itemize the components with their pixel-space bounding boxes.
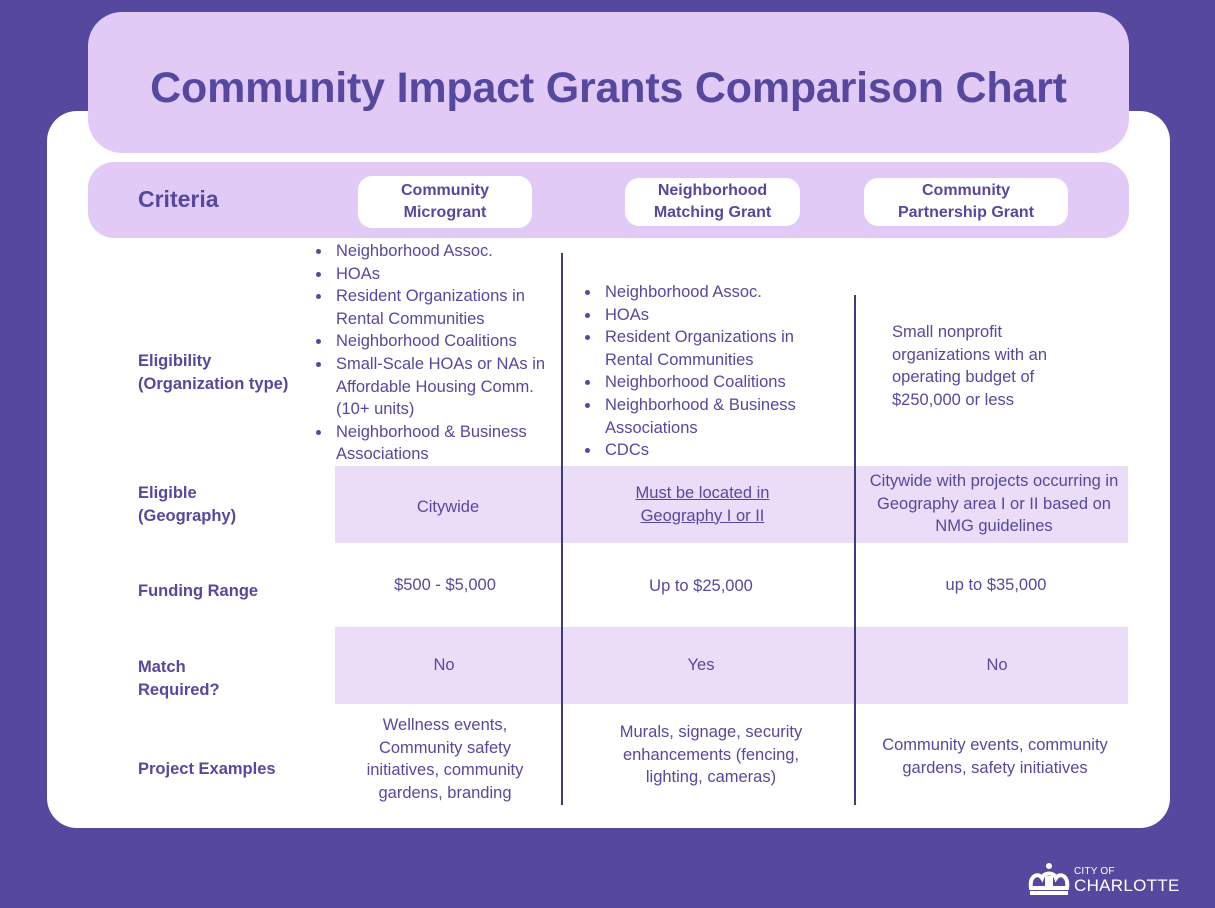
row-label-geography: Eligible (Geography)	[138, 482, 236, 528]
column-header-microgrant: Community Microgrant	[358, 176, 532, 228]
geography-row-band	[335, 466, 1128, 543]
logo-big-text: CHARLOTTE	[1074, 875, 1180, 895]
list-item: Neighborhood & Business Associations	[583, 394, 833, 439]
matching-funding: Up to $25,000	[649, 577, 753, 595]
column-header-matching: Neighborhood Matching Grant	[625, 178, 800, 226]
row-label-examples: Project Examples	[138, 760, 276, 778]
microgrant-funding: $500 - $5,000	[394, 576, 496, 594]
row-label-funding: Funding Range	[138, 582, 259, 600]
column-header-bar: Criteria Community Microgrant Neighborhoo…	[88, 162, 1129, 238]
label-line: Eligible	[138, 484, 197, 502]
microgrant-eligibility-list: Neighborhood Assoc. HOAs Resident Organi…	[314, 240, 562, 466]
microgrant-examples: Wellness events, Community safety initia…	[366, 716, 524, 802]
row-label-eligibility: Eligibility (Organization type)	[138, 350, 288, 396]
column-header-line: Matching Grant	[653, 204, 772, 221]
label-line: Match	[138, 658, 186, 676]
crown-icon	[1028, 863, 1070, 895]
partnership-examples: Community events, community gardens, saf…	[882, 736, 1108, 777]
matching-examples: Murals, signage, security enhancements (…	[619, 723, 803, 786]
label-line: (Geography)	[138, 507, 237, 525]
list-item: Resident Organizations in Rental Communi…	[583, 326, 833, 371]
page-title: Community Impact Grants Comparison Chart	[150, 64, 1067, 112]
partnership-geography: Citywide with projects occurring in Geog…	[869, 472, 1119, 535]
microgrant-match: No	[433, 656, 455, 674]
matching-eligibility-list: Neighborhood Assoc. HOAs Resident Organi…	[583, 281, 833, 462]
matching-match: Yes	[687, 656, 715, 674]
microgrant-geography: Citywide	[416, 498, 480, 516]
list-item: Neighborhood & Business Associations	[314, 421, 562, 466]
partnership-funding: up to $35,000	[945, 576, 1047, 594]
column-divider	[854, 295, 856, 805]
column-header-line: Microgrant	[403, 204, 487, 221]
list-item: HOAs	[583, 304, 833, 327]
logo-small-text: CITY OF	[1074, 865, 1115, 877]
list-item: Neighborhood Assoc.	[583, 281, 833, 304]
list-item: HOAs	[314, 263, 562, 286]
column-header-line: Community	[922, 182, 1010, 199]
title-banner: Community Impact Grants Comparison Chart	[88, 12, 1129, 153]
label-line: Eligibility	[138, 352, 212, 370]
list-item: Neighborhood Coalitions	[583, 371, 833, 394]
column-header-partnership: Community Partnership Grant	[864, 178, 1068, 226]
criteria-label: Criteria	[138, 186, 219, 212]
list-item: Neighborhood Assoc.	[314, 240, 562, 263]
list-item: Resident Organizations in Rental Communi…	[314, 285, 562, 330]
list-item: Small-Scale HOAs or NAs in Affordable Ho…	[314, 353, 562, 421]
label-line: Required?	[138, 681, 220, 699]
matching-geography-link[interactable]: Must be located in Geography I or II	[635, 484, 770, 525]
column-header-line: Neighborhood	[657, 182, 768, 199]
list-item: CDCs	[583, 439, 833, 462]
column-header-line: Community	[401, 182, 489, 199]
label-line: (Organization type)	[138, 375, 289, 393]
match-row-band	[335, 627, 1128, 704]
partnership-match: No	[986, 656, 1008, 674]
list-item: Neighborhood Coalitions	[314, 330, 562, 353]
column-divider	[561, 253, 563, 805]
partnership-eligibility: Small nonprofit organizations with an op…	[892, 323, 1048, 409]
city-of-charlotte-logo: CITY OF CHARLOTTE	[1028, 862, 1180, 898]
row-label-match: Match Required?	[138, 656, 220, 702]
column-header-line: Partnership Grant	[897, 204, 1035, 221]
